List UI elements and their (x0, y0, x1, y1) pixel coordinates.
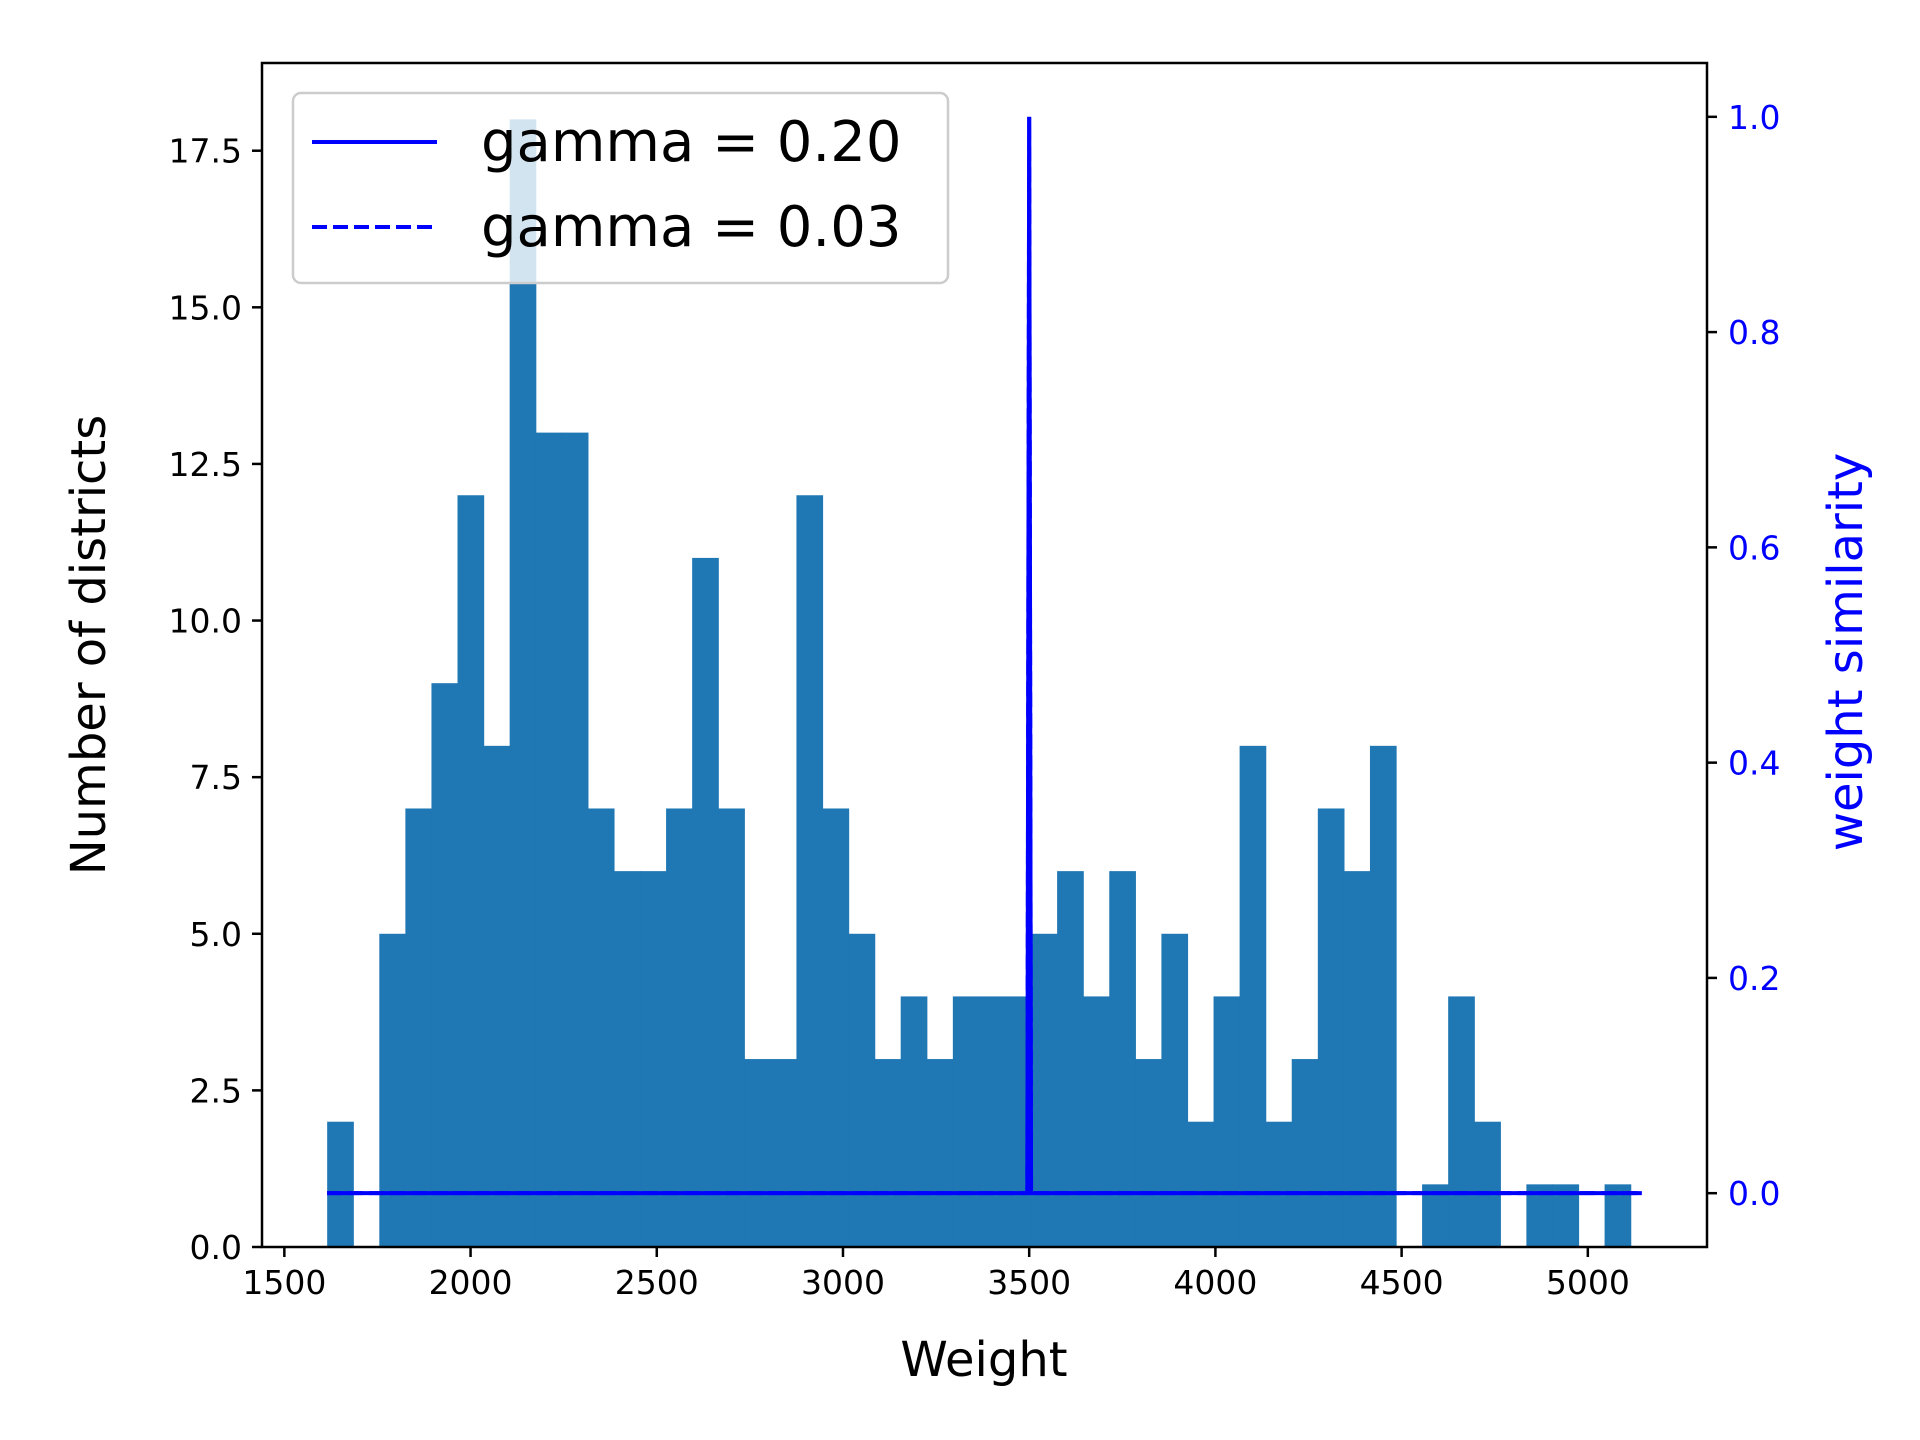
x-tick-label: 1500 (242, 1263, 326, 1302)
y-tick-label: 17.5 (169, 132, 242, 171)
histogram-bar (1448, 996, 1475, 1247)
histogram-bar (405, 808, 433, 1247)
histogram-bar (822, 808, 850, 1247)
histogram-bar (926, 1059, 954, 1247)
histogram-bar (1474, 1121, 1501, 1247)
y-tick-label: 5.0 (190, 915, 242, 954)
x-tick-label: 4000 (1173, 1263, 1257, 1302)
x-tick-label: 2500 (615, 1263, 699, 1302)
plot-area-border (260, 61, 1709, 1249)
histogram-bar (1265, 1121, 1293, 1247)
histogram-bar (692, 557, 719, 1247)
histogram-bar (874, 1059, 902, 1247)
y-tick-label: 12.5 (169, 445, 242, 484)
histogram-bars (327, 119, 1632, 1247)
histogram-bar (900, 996, 928, 1247)
histogram-bar (535, 432, 563, 1247)
histogram-bar (1109, 871, 1136, 1247)
x-tick-label: 2000 (429, 1263, 513, 1302)
histogram-bar (1343, 871, 1371, 1247)
y2-tick-label: 0.8 (1728, 313, 1780, 352)
legend-label-gamma-003: gamma = 0.03 (481, 195, 902, 260)
histogram-bar (666, 808, 693, 1247)
legend-label-gamma-020: gamma = 0.20 (481, 110, 902, 175)
y2-tick-label: 0.0 (1728, 1174, 1780, 1213)
y-tick-label: 2.5 (190, 1071, 242, 1110)
y2-axis-label: weight similarity (1818, 453, 1874, 852)
histogram-bar (1135, 1059, 1162, 1247)
x-tick-label: 3500 (987, 1263, 1071, 1302)
x-tick-label: 5000 (1546, 1263, 1630, 1302)
histogram-bar (1161, 933, 1189, 1247)
y-axis-ticks: 0.0 2.5 5.0 7.5 10.0 12.5 15.0 17.5 (169, 132, 262, 1267)
y-tick-label: 7.5 (190, 758, 242, 797)
y2-tick-label: 0.6 (1728, 528, 1780, 567)
y-axis-label: Number of districts (61, 415, 117, 876)
y-tick-label: 10.0 (169, 602, 242, 641)
histogram-bar (379, 933, 406, 1247)
histogram-bar (327, 1121, 354, 1247)
x-axis-label: Weight (900, 1332, 1067, 1388)
histogram-bar (1057, 871, 1084, 1247)
histogram-bar (561, 432, 589, 1247)
histogram-bar (978, 996, 1006, 1247)
y2-tick-label: 0.2 (1728, 959, 1780, 998)
histogram-bar (483, 745, 511, 1247)
y-tick-label: 0.0 (190, 1228, 242, 1267)
histogram-bar (1291, 1059, 1319, 1247)
histogram-bar (640, 871, 667, 1247)
histogram-bar (952, 996, 980, 1247)
histogram-bar (744, 1059, 771, 1247)
histogram-bar (457, 495, 485, 1247)
histogram-bar (1083, 996, 1110, 1247)
histogram-bar (1369, 745, 1397, 1247)
y2-tick-label: 0.4 (1728, 744, 1780, 783)
histogram-bar (770, 1059, 798, 1247)
axes-frame (260, 61, 1709, 1249)
histogram-bar (509, 119, 537, 1247)
series-line-gamma-003 (327, 116, 1642, 1196)
histogram-bar (796, 495, 824, 1247)
histogram-bar (587, 808, 615, 1247)
histogram-bar (1213, 996, 1241, 1247)
histogram-bar (1317, 808, 1345, 1247)
histogram-bar (718, 808, 745, 1247)
histogram-bar (1031, 933, 1058, 1247)
histogram-bar (1239, 745, 1267, 1247)
legend-box (291, 91, 950, 285)
legend: gamma = 0.20 gamma = 0.03 (291, 91, 950, 285)
x-tick-label: 3000 (801, 1263, 885, 1302)
histogram-bar (848, 933, 876, 1247)
x-axis-ticks: 1500 2000 2500 3000 3500 4000 4500 5000 (242, 1247, 1630, 1302)
histogram-bar (613, 871, 641, 1247)
x-tick-label: 4500 (1360, 1263, 1444, 1302)
y2-tick-label: 1.0 (1728, 98, 1780, 137)
histogram-bar (1187, 1121, 1215, 1247)
y-tick-label: 15.0 (169, 288, 242, 327)
y2-axis-ticks: 0.0 0.2 0.4 0.6 0.8 1.0 (1707, 98, 1780, 1213)
histogram-bar (431, 683, 459, 1247)
similarity-lines (327, 116, 1642, 1196)
